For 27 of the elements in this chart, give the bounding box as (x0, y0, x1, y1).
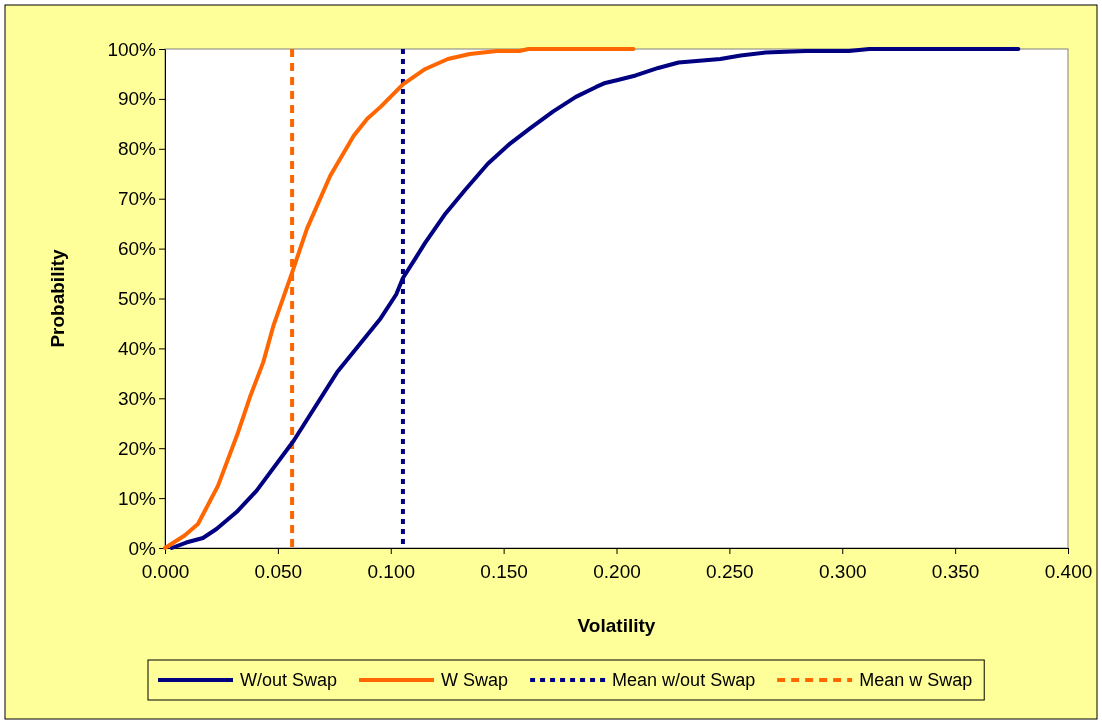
x-axis-title: Volatility (577, 615, 656, 636)
x-tick-label: 0.000 (141, 560, 190, 582)
y-tick-label: 80% (117, 138, 157, 160)
y-tick-label: 30% (117, 387, 157, 409)
y-tick-label: 90% (117, 88, 157, 110)
x-tick-label: 0.350 (931, 560, 980, 582)
legend-label: W/out Swap (240, 670, 338, 690)
x-tick-label: 0.150 (480, 560, 528, 582)
y-tick-label: 70% (117, 188, 157, 210)
legend-label: W Swap (441, 670, 509, 690)
y-tick-label: 20% (117, 437, 157, 459)
x-tick-label: 0.400 (1044, 560, 1093, 582)
y-tick-label: 60% (117, 238, 157, 260)
x-tick-label: 0.100 (367, 560, 416, 582)
x-tick-label: 0.200 (593, 560, 641, 582)
x-tick-label: 0.250 (706, 560, 754, 582)
y-tick-label: 100% (107, 38, 157, 60)
legend-label: Mean w/out Swap (612, 670, 756, 690)
line-series (169, 47, 1021, 550)
y-tick-label: 10% (117, 487, 157, 509)
x-tick-label: 0.050 (254, 560, 303, 582)
legend-label: Mean w Swap (859, 670, 973, 690)
y-tick-label: 50% (117, 288, 157, 310)
x-tick-label: 0.300 (818, 560, 867, 582)
y-tick-label: 40% (117, 337, 157, 359)
y-tick-label: 0% (128, 537, 157, 559)
y-axis-title: Probability (47, 248, 68, 348)
